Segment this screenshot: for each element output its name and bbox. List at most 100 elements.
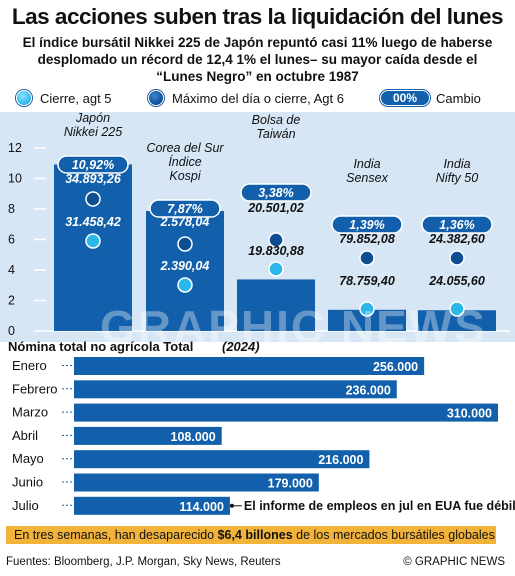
- high-value-label: 2.578,04: [160, 215, 210, 229]
- sources: Fuentes: Bloomberg, J.P. Morgan, Sky New…: [6, 556, 281, 568]
- y-tick-label: 10: [8, 172, 22, 186]
- change-label: 3,38%: [258, 186, 293, 200]
- y-tick-label: 12: [8, 141, 22, 155]
- footer-note-bold: $6,4 billones: [217, 528, 293, 542]
- subtitle: El índice bursátil Nikkei 225 de Japón r…: [0, 34, 515, 85]
- payroll-bar-0: [74, 357, 425, 375]
- bar-2: [237, 279, 315, 331]
- footer-note-post: de los mercados bursátiles globales: [292, 528, 495, 542]
- payroll-title-suffix: (2024): [222, 339, 260, 354]
- payroll-value-label: 310.000: [447, 407, 492, 421]
- y-tick-label: 0: [8, 324, 15, 338]
- close-dot: [449, 301, 465, 317]
- payroll-month-label: Febrero: [12, 381, 58, 396]
- payroll-bar-6: [74, 496, 230, 515]
- high-dot: [359, 250, 375, 266]
- subtitle-line-2: desplomado un récord de 12,4 1% el lunes…: [37, 52, 478, 67]
- payroll-value-label: 114.000: [179, 500, 224, 514]
- bar-name-label: India: [353, 157, 380, 171]
- payroll-value-label: 236.000: [346, 383, 391, 397]
- close-value-label: 31.458,42: [65, 215, 121, 229]
- payroll-month-label: Abril: [12, 428, 38, 443]
- payroll-bar-1: [74, 380, 397, 399]
- close-value-label: 24.055,60: [428, 274, 485, 288]
- annotation-dot: [229, 503, 234, 508]
- payroll-bar-2: [74, 403, 498, 422]
- close-dot: [268, 261, 284, 277]
- change-pill: [331, 215, 403, 234]
- high-dot: [449, 250, 465, 266]
- copyright: © GRAPHIC NEWS: [403, 556, 505, 568]
- high-dot: [85, 191, 101, 207]
- high-dot: [268, 232, 284, 248]
- bar-name-label: Índice: [168, 154, 201, 169]
- high-value-label: 79.852,08: [339, 232, 395, 246]
- bar-name-label: Kospi: [169, 169, 201, 183]
- bar-name-label: Bolsa de: [252, 113, 301, 127]
- payroll-value-label: 179.000: [268, 477, 313, 491]
- bar-3: [328, 309, 406, 331]
- bar-name-label: Corea del Sur: [146, 141, 224, 155]
- legend-close: Cierre, agt 5: [16, 90, 112, 106]
- subtitle-line-1: El índice bursátil Nikkei 225 de Japón r…: [22, 35, 493, 50]
- footer-note-pre: En tres semanas, han desaparecido: [14, 528, 218, 542]
- page-title: Las acciones suben tras la liquidación d…: [11, 4, 504, 29]
- change-pill: [240, 183, 312, 202]
- high-value-label: 24.382,60: [428, 232, 485, 246]
- payroll-bar-3: [74, 426, 222, 445]
- legend-change-pill: 00%: [380, 90, 431, 106]
- legend-high-label: Máximo del día o cierre, Agt 6: [172, 90, 344, 106]
- y-tick-label: 4: [8, 263, 15, 277]
- change-pill: [421, 215, 493, 234]
- change-label: 1,39%: [349, 218, 384, 232]
- close-value-label: 2.390,04: [160, 259, 210, 273]
- y-tick-label: 8: [8, 202, 15, 216]
- close-dot: [85, 233, 101, 249]
- payroll-value-label: 256.000: [373, 360, 418, 374]
- high-value-label: 34.893,26: [65, 172, 122, 186]
- bar-4: [418, 310, 496, 331]
- bar-name-label: India: [443, 157, 470, 171]
- payroll-bar-5: [74, 473, 319, 492]
- bar-name-label: Japón: [75, 111, 110, 125]
- close-value-label: 78.759,40: [339, 274, 395, 288]
- footer-note: En tres semanas, han desaparecido $6,4 b…: [6, 526, 496, 544]
- legend-high: Máximo del día o cierre, Agt 6: [148, 90, 344, 106]
- subtitle-line-3: “Lunes Negro” en octubre 1987: [156, 69, 359, 84]
- payroll-annotation: El informe de empleos en jul en EUA fue …: [244, 499, 515, 513]
- close-dot: [177, 277, 193, 293]
- payroll-month-label: Junio: [12, 475, 43, 490]
- y-tick-label: 6: [8, 233, 15, 247]
- payroll-month-label: Mayo: [12, 451, 44, 466]
- payroll-value-label: 216.000: [318, 453, 363, 467]
- high-value-label: 20.501,02: [247, 201, 304, 215]
- change-label: 7,87%: [167, 202, 202, 216]
- bar-name-label: Sensex: [346, 171, 388, 185]
- close-value-label: 19.830,88: [248, 244, 304, 258]
- payroll-value-label: 108.000: [171, 430, 216, 444]
- legend-change: 00% Cambio: [380, 90, 481, 106]
- payroll-bar-4: [74, 450, 370, 469]
- change-pill: [149, 199, 221, 218]
- bar-name-label: Nikkei 225: [64, 125, 122, 139]
- payroll-month-label: Julio: [12, 498, 39, 513]
- light-dot-icon: [16, 90, 32, 106]
- payroll-title: Nómina total no agrícola Total: [8, 339, 193, 354]
- bar-name-label: Taiwán: [256, 127, 295, 141]
- legend-close-label: Cierre, agt 5: [40, 90, 112, 106]
- payroll-month-label: Marzo: [12, 405, 48, 420]
- legend-change-label: Cambio: [436, 90, 481, 106]
- dark-dot-icon: [148, 90, 164, 106]
- y-tick-label: 2: [8, 294, 15, 308]
- bar-1: [146, 210, 224, 331]
- payroll-bar-chart: Nómina total no agrícola Total (2024) Ene…: [8, 339, 515, 515]
- high-dot: [177, 236, 193, 252]
- legend: Cierre, agt 5 Máximo del día o cierre, A…: [10, 90, 510, 112]
- bar-name-label: Nifty 50: [436, 171, 478, 185]
- payroll-month-label: Enero: [12, 358, 47, 373]
- change-label: 1,36%: [439, 218, 474, 232]
- change-label: 10,92%: [72, 158, 114, 172]
- close-dot: [359, 301, 375, 317]
- change-pill: [57, 155, 129, 174]
